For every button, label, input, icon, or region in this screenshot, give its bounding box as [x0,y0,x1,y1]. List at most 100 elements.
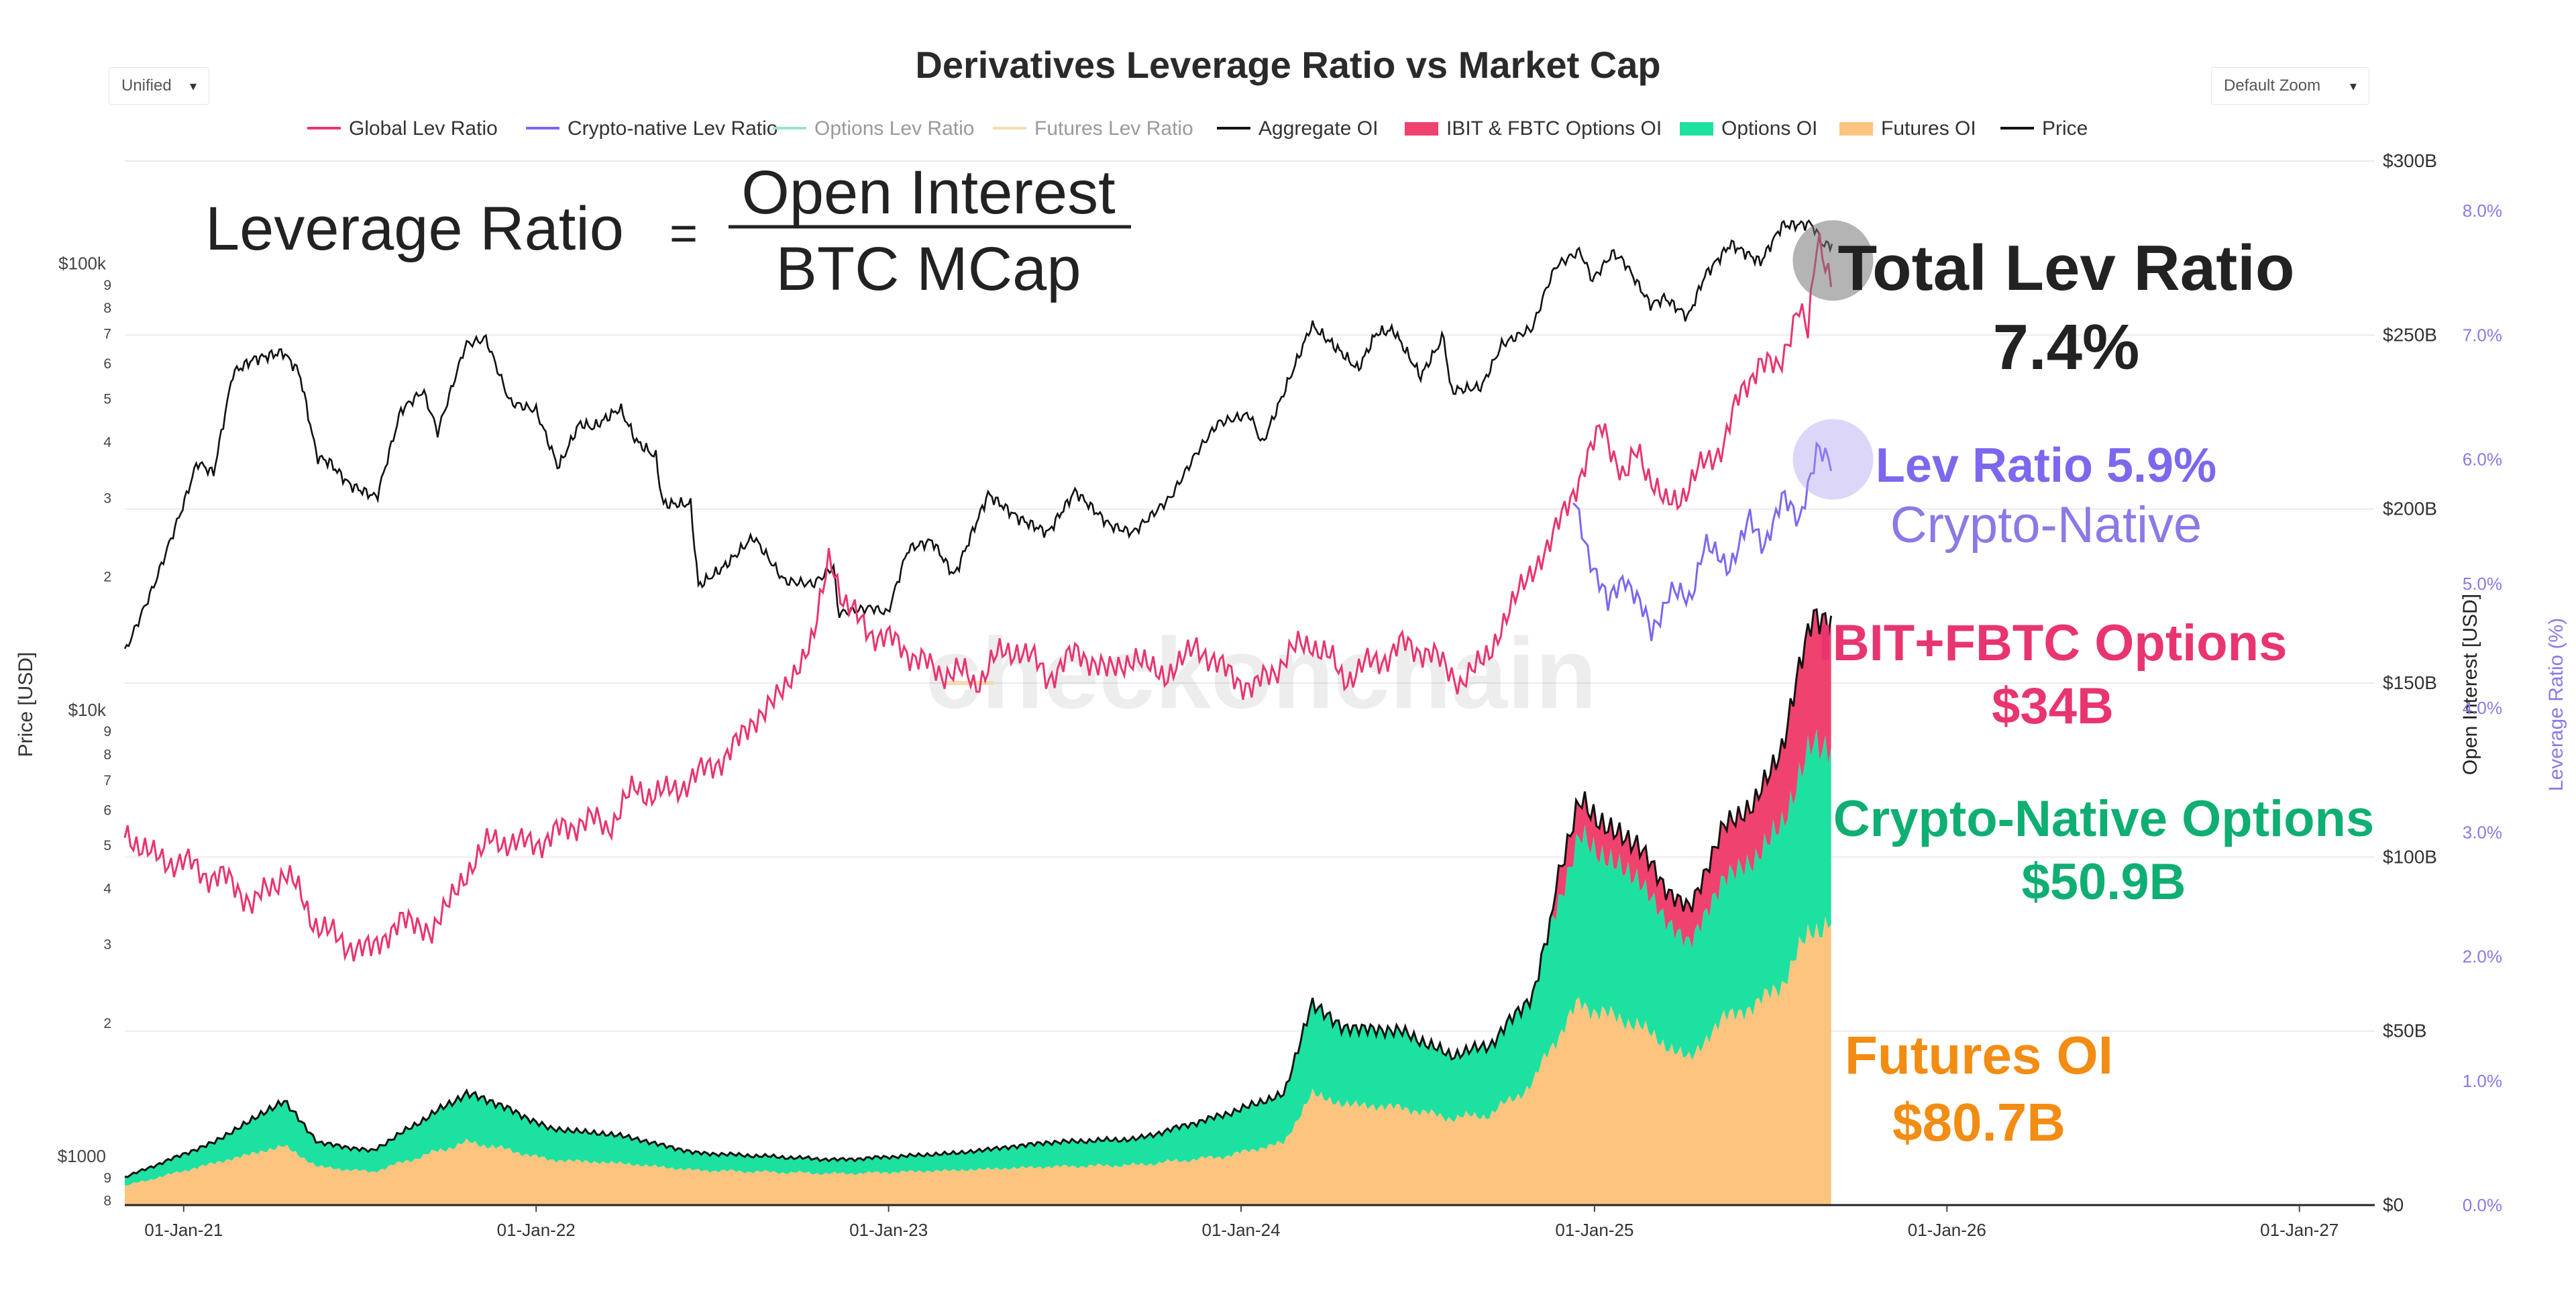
legend-item: Futures Lev Ratio [993,117,1193,140]
x-tick-label: 01-Jan-26 [1908,1220,1986,1240]
watermark: checkonchain [926,617,1597,729]
price-tick-label: 6 [103,802,111,818]
x-tick-label: 01-Jan-27 [2260,1220,2339,1240]
price-line [123,219,1833,650]
oi-tick-label: $150B [2383,672,2437,693]
highlight-markers [1792,220,1874,500]
legend-label: Options Lev Ratio [814,117,974,140]
legend: Global Lev Ratio Crypto-native Lev Ratio O… [307,117,2088,140]
lev-tick-label: 6.0% [2463,450,2502,470]
formula-equals: = [669,207,698,260]
formula: Leverage Ratio = Open Interest BTC MCap [205,158,1131,303]
price-tick-label: 8 [103,1194,111,1209]
chevron-down-icon: ▾ [189,79,197,94]
price-tick-label: 8 [103,301,111,316]
series-lines [123,219,1833,1178]
zoom-dropdown[interactable]: Default Zoom ▾ [2211,67,2369,105]
legend-item: Options Lev Ratio [773,117,974,140]
oi-areas [125,609,1831,1205]
legend-item: Price [2000,117,2088,140]
hover-mode-value: Unified [121,76,172,95]
axes: 01-Jan-21 01-Jan-22 01-Jan-23 01-Jan-24 01-J… [15,150,2567,1240]
legend-label: Price [2042,117,2088,140]
oi-tick-label: $50B [2383,1021,2426,1041]
price-tick-label: 7 [103,773,111,788]
price-tick-label: $100k [58,253,107,273]
total-lev-value: 7.4% [1993,311,2140,383]
legend-item: Options OI [1680,117,1817,140]
legend-swatch [1405,122,1438,136]
price-tick-label: 9 [103,1171,111,1186]
price-tick-label: 5 [103,838,111,853]
options-oi-area [125,729,1831,1186]
legend-item: IBIT & FBTC Options OI [1405,117,1662,140]
price-tick-label: 4 [103,435,111,450]
zoom-value: Default Zoom [2224,76,2321,95]
chart-title: Derivatives Leverage Ratio vs Market Cap [915,44,1660,86]
price-tick-label: 9 [103,278,111,293]
total-lev-title: Total Lev Ratio [1838,232,2295,304]
oi-tick-label: $250B [2383,324,2437,345]
price-tick-label: 3 [103,490,111,506]
futures-oi-title: Futures OI [1845,1025,2113,1085]
legend-label: IBIT & FBTC Options OI [1446,117,1662,140]
price-tick-label: $10k [68,700,107,720]
crypto-native-lev-ratio-line [1572,441,1833,641]
lev-tick-label: 0.0% [2463,1195,2502,1215]
price-tick-label: 6 [103,356,111,372]
price-tick-label: 8 [103,747,111,762]
x-tick-label: 01-Jan-25 [1555,1220,1633,1240]
legend-swatch [1839,122,1873,136]
legend-label: Futures Lev Ratio [1034,117,1193,140]
aggregate-oi-line [124,608,1833,1178]
global-lev-ratio-line [123,232,1833,962]
oi-tick-label: $200B [2383,499,2437,519]
price-tick-label: 3 [103,937,111,953]
chevron-down-icon: ▾ [2349,79,2357,94]
lev-tick-label: 1.0% [2463,1071,2502,1091]
price-tick-label: 2 [103,1016,111,1031]
oi-tick-label: $100B [2383,846,2437,867]
price-tick-label: 2 [103,569,111,584]
crypto-lev-title: Lev Ratio 5.9% [1876,439,2216,493]
formula-lhs: Leverage Ratio [205,195,624,263]
lev-tick-label: 8.0% [2463,201,2502,221]
oi-tick-label: $300B [2383,150,2437,171]
oi-tick-label: $0 [2383,1194,2404,1215]
ibit-options-value: $34B [1992,678,2114,735]
legend-item: Futures OI [1839,117,1976,140]
legend-swatch [1680,122,1713,136]
crypto-lev-highlight [1792,419,1874,500]
options-oi-value: $50.9B [2021,853,2186,911]
x-tick-label: 01-Jan-23 [849,1220,928,1240]
legend-item: Crypto-native Lev Ratio [526,117,777,140]
lev-tick-label: 7.0% [2463,325,2502,345]
price-tick-label: 9 [103,724,111,739]
legend-label: Crypto-native Lev Ratio [568,117,777,140]
oi-axis-label: Open Interest [USD] [2459,594,2481,775]
lev-axis-label: Leverage Ratio (%) [2545,618,2567,791]
price-axis-label: Price [USD] [15,652,37,758]
callouts: Total Lev Ratio 7.4% Lev Ratio 5.9% Cryp… [1819,232,2375,1152]
formula-denominator: BTC MCap [776,235,1081,303]
options-oi-title: Crypto-Native Options [1833,790,2375,847]
lev-tick-label: 3.0% [2463,822,2502,842]
price-tick-label: 4 [103,882,111,897]
lev-tick-label: 5.0% [2463,574,2502,594]
hover-mode-dropdown[interactable]: Unified ▾ [109,67,209,105]
x-tick-label: 01-Jan-24 [1202,1220,1281,1240]
lev-tick-label: 2.0% [2463,947,2502,967]
price-tick-label: $1000 [58,1146,106,1166]
price-tick-label: 5 [103,392,111,407]
total-lev-highlight [1792,220,1874,301]
lev-tick-label: 4.0% [2463,698,2502,718]
x-tick-label: 01-Jan-22 [497,1220,576,1240]
legend-item: Global Lev Ratio [307,117,498,140]
price-tick-label: 7 [103,326,111,342]
legend-label: Global Lev Ratio [349,117,498,140]
ibit-options-title: IBIT+FBTC Options [1819,615,2288,672]
futures-oi-area [125,917,1831,1205]
legend-label: Aggregate OI [1258,117,1378,140]
legend-label: Futures OI [1881,117,1976,140]
